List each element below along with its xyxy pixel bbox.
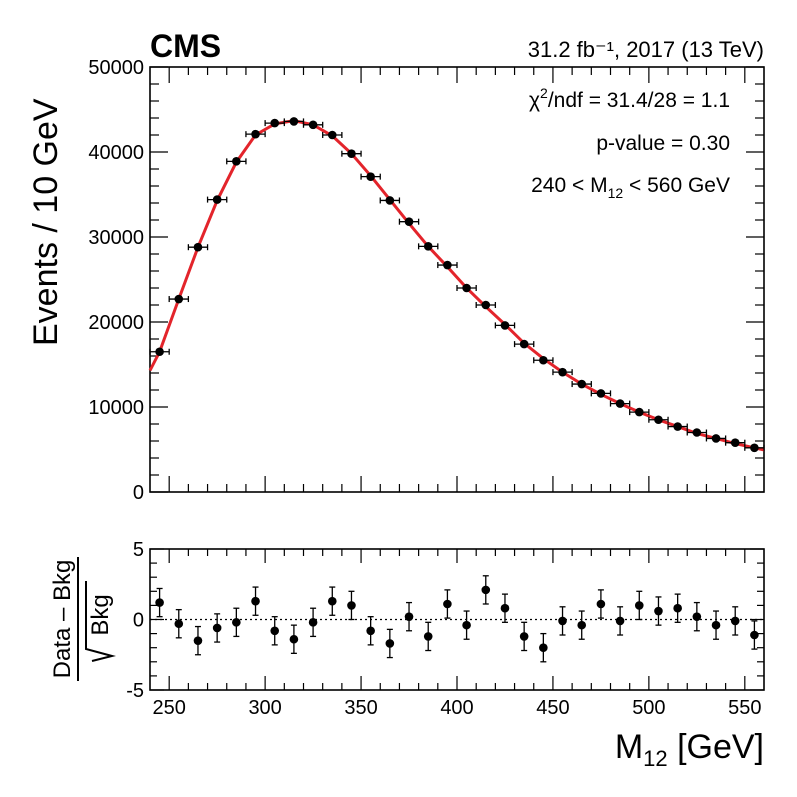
pull-point bbox=[730, 616, 740, 626]
data-point bbox=[193, 242, 203, 252]
pull-point bbox=[500, 603, 510, 613]
pull-point bbox=[347, 601, 356, 610]
main-y-tick-label: 40000 bbox=[88, 142, 144, 164]
pull-point bbox=[481, 585, 491, 595]
lumi-label: 31.2 fb⁻¹, 2017 (13 TeV) bbox=[528, 37, 764, 62]
data-point bbox=[232, 157, 241, 166]
data-point bbox=[558, 367, 567, 377]
data-point bbox=[423, 242, 433, 251]
pull-point bbox=[558, 616, 567, 626]
data-point bbox=[596, 389, 606, 398]
ratio-y-axis-title: Data – Bkg Bkg bbox=[49, 557, 116, 681]
ratio-y-denominator: Bkg bbox=[87, 594, 114, 635]
x-tick-label: 400 bbox=[440, 697, 473, 719]
data-point bbox=[692, 428, 702, 437]
main-y-tick-label: 10000 bbox=[88, 397, 144, 419]
data-point bbox=[289, 117, 299, 126]
data-point bbox=[251, 129, 260, 139]
pull-point bbox=[539, 643, 548, 652]
pull-point bbox=[270, 626, 280, 636]
pull-point bbox=[462, 620, 471, 630]
data-point bbox=[270, 118, 280, 128]
ratio-y-numerator: Data – Bkg bbox=[49, 560, 76, 679]
x-tick-label: 550 bbox=[728, 697, 761, 719]
data-point bbox=[654, 415, 663, 425]
pull-point bbox=[251, 596, 260, 606]
pull-point bbox=[308, 618, 318, 627]
main-y-tick-label: 30000 bbox=[88, 227, 144, 249]
pull-point bbox=[443, 599, 452, 609]
pull-point bbox=[385, 639, 395, 648]
data-point bbox=[366, 172, 375, 181]
ratio-axis-ticks: -5 0 5 250 300 350 400 450 500 550 bbox=[126, 539, 764, 719]
data-point bbox=[481, 300, 491, 310]
data-point bbox=[308, 120, 318, 130]
pvalue-annotation: p-value = 0.30 bbox=[596, 132, 730, 155]
pull-points bbox=[155, 575, 759, 663]
data-points bbox=[149, 117, 765, 453]
data-point bbox=[615, 399, 625, 408]
data-point bbox=[500, 321, 510, 330]
x-tick-label: 300 bbox=[248, 697, 281, 719]
pull-point bbox=[404, 612, 414, 621]
data-point bbox=[155, 347, 164, 357]
pull-point bbox=[596, 599, 606, 609]
ratio-y-tick-label: 0 bbox=[133, 610, 144, 632]
pull-point bbox=[615, 616, 625, 626]
pull-point bbox=[232, 618, 241, 627]
pull-point bbox=[634, 601, 644, 610]
x-tick-label: 350 bbox=[344, 697, 377, 719]
main-y-tick-label: 0 bbox=[133, 482, 144, 504]
data-point bbox=[539, 355, 548, 365]
main-axis-ticks: 0 10000 20000 30000 40000 50000 bbox=[88, 57, 764, 504]
main-y-tick-label: 20000 bbox=[88, 312, 144, 334]
pull-point bbox=[692, 612, 702, 621]
data-point bbox=[327, 130, 337, 140]
experiment-label: CMS bbox=[150, 28, 221, 64]
data-point bbox=[711, 434, 721, 443]
data-point bbox=[212, 195, 222, 204]
x-tick-label: 500 bbox=[632, 697, 665, 719]
sqrt-sign-icon bbox=[85, 581, 116, 662]
data-point bbox=[673, 422, 682, 431]
chi2-annotation: χ2/ndf = 31.4/28 = 1.1 bbox=[529, 85, 730, 112]
x-axis-title: M12 [GeV] bbox=[615, 728, 764, 771]
pull-point bbox=[193, 636, 203, 645]
data-point bbox=[404, 217, 414, 226]
pull-point bbox=[654, 606, 663, 616]
data-point bbox=[443, 260, 452, 270]
fit-curve bbox=[148, 119, 765, 452]
data-point bbox=[347, 149, 356, 158]
pull-point bbox=[423, 632, 433, 641]
pull-point bbox=[289, 634, 299, 644]
data-point bbox=[385, 196, 395, 205]
pull-point bbox=[155, 598, 164, 607]
mass-range-annotation: 240 < M12 < 560 GeV bbox=[531, 174, 730, 201]
data-point bbox=[730, 438, 740, 448]
data-point bbox=[577, 379, 587, 389]
data-point bbox=[519, 339, 529, 349]
pull-point bbox=[673, 603, 682, 613]
pull-point bbox=[750, 630, 759, 640]
data-point bbox=[750, 443, 759, 453]
pull-point bbox=[519, 632, 529, 641]
pull-point bbox=[174, 619, 184, 629]
ratio-y-tick-label: 5 bbox=[133, 539, 144, 561]
data-point bbox=[462, 283, 471, 293]
pull-point bbox=[366, 626, 375, 636]
x-tick-label: 250 bbox=[153, 697, 186, 719]
pull-point bbox=[212, 623, 222, 633]
ratio-y-tick-label: -5 bbox=[126, 680, 144, 702]
data-point bbox=[174, 294, 184, 304]
main-y-axis-title: Events / 10 GeV bbox=[27, 98, 65, 346]
pull-point bbox=[327, 596, 337, 606]
pull-point bbox=[711, 620, 721, 630]
pull-point bbox=[577, 620, 587, 630]
main-y-tick-label: 50000 bbox=[88, 57, 144, 79]
data-point bbox=[634, 407, 644, 417]
x-tick-label: 450 bbox=[536, 697, 569, 719]
